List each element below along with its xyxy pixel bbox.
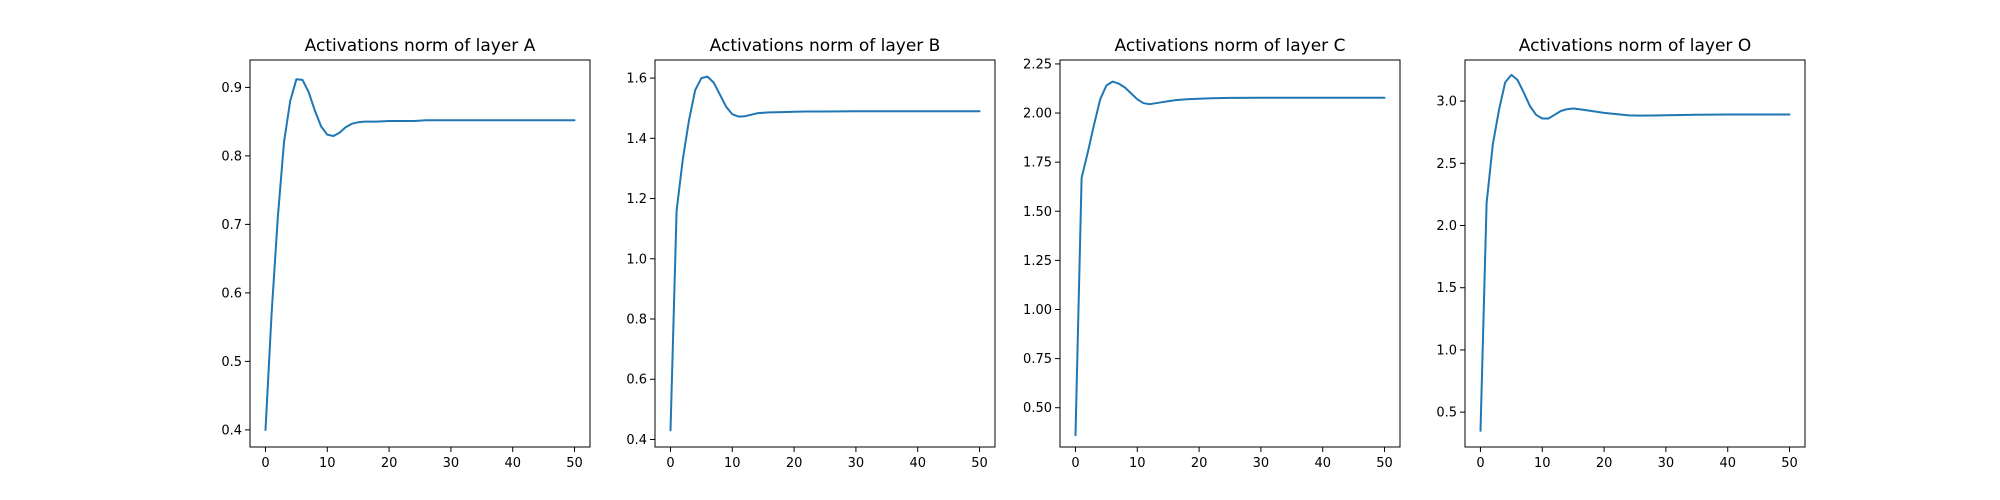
y-tick-label: 1.75 bbox=[1023, 156, 1052, 171]
y-tick-label: 1.0 bbox=[1436, 343, 1457, 358]
y-tick-label: 1.00 bbox=[1023, 303, 1052, 318]
x-tick-label: 40 bbox=[1719, 456, 1736, 471]
x-tick-label: 10 bbox=[319, 456, 336, 471]
x-tick-label: 30 bbox=[848, 456, 865, 471]
y-tick-label: 0.8 bbox=[626, 313, 647, 328]
y-tick-label: 1.5 bbox=[1436, 281, 1457, 296]
y-tick-label: 0.8 bbox=[221, 149, 242, 164]
y-tick-label: 0.6 bbox=[626, 373, 647, 388]
y-tick-label: 1.0 bbox=[626, 252, 647, 267]
y-tick-label: 0.6 bbox=[221, 286, 242, 301]
series-line bbox=[264, 78, 576, 431]
subplot-3: Activations norm of layer C 0 10 20 30 40 50 0.… bbox=[1023, 36, 1401, 471]
y-tick-label: 2.25 bbox=[1023, 57, 1052, 72]
x-tick-label: 20 bbox=[1596, 456, 1613, 471]
x-tick-label: 40 bbox=[504, 456, 521, 471]
subplot-4: Activations norm of layer O 0 10 20 30 40 50 0.… bbox=[1436, 36, 1806, 471]
y-tick-label: 1.6 bbox=[626, 72, 647, 87]
x-tick-label: 10 bbox=[724, 456, 741, 471]
y-tick-label: 0.7 bbox=[221, 218, 242, 233]
x-tick-label: 30 bbox=[443, 456, 460, 471]
y-tick-label: 3.0 bbox=[1436, 95, 1457, 110]
x-tick-label: 30 bbox=[1658, 456, 1675, 471]
x-tick-label: 50 bbox=[971, 456, 988, 471]
x-tick-label: 20 bbox=[786, 456, 803, 471]
chart-title: Activations norm of layer O bbox=[1519, 36, 1751, 56]
y-tick-label: 0.4 bbox=[626, 433, 647, 448]
x-tick-label: 10 bbox=[1534, 456, 1551, 471]
x-tick-label: 0 bbox=[261, 456, 269, 471]
x-tick-label: 30 bbox=[1253, 456, 1270, 471]
series-line bbox=[1074, 80, 1386, 437]
x-tick-label: 50 bbox=[1376, 456, 1393, 471]
y-tick-label: 0.4 bbox=[221, 423, 242, 438]
y-tick-label: 0.9 bbox=[221, 81, 242, 96]
y-tick-label: 2.0 bbox=[1436, 219, 1457, 234]
x-tick-label: 0 bbox=[666, 456, 674, 471]
y-tick-label: 2.00 bbox=[1023, 107, 1052, 122]
y-tick-label: 1.2 bbox=[626, 192, 647, 207]
x-tick-label: 0 bbox=[1476, 456, 1484, 471]
x-tick-label: 40 bbox=[1314, 456, 1331, 471]
series-line bbox=[669, 75, 981, 432]
x-tick-label: 50 bbox=[566, 456, 583, 471]
x-tick-label: 20 bbox=[381, 456, 398, 471]
y-tick-label: 1.25 bbox=[1023, 254, 1052, 269]
x-tick-label: 40 bbox=[909, 456, 926, 471]
axes-frame bbox=[1059, 59, 1401, 448]
chart-title: Activations norm of layer C bbox=[1115, 36, 1346, 56]
subplot-2: Activations norm of layer B 0 10 20 30 40 50 0.… bbox=[626, 36, 996, 471]
y-tick-label: 0.5 bbox=[221, 355, 242, 370]
x-tick-label: 50 bbox=[1781, 456, 1798, 471]
chart-title: Activations norm of layer B bbox=[710, 36, 941, 56]
y-tick-label: 2.5 bbox=[1436, 157, 1457, 172]
chart-title: Activations norm of layer A bbox=[305, 36, 536, 56]
axes-frame bbox=[249, 59, 591, 448]
y-tick-label: 0.50 bbox=[1023, 401, 1052, 416]
y-tick-label: 0.75 bbox=[1023, 352, 1052, 367]
x-tick-label: 0 bbox=[1071, 456, 1079, 471]
axes-frame bbox=[1464, 59, 1806, 448]
y-tick-label: 0.5 bbox=[1436, 406, 1457, 421]
axes-frame bbox=[654, 59, 996, 448]
y-tick-label: 1.4 bbox=[626, 132, 647, 147]
x-tick-label: 10 bbox=[1129, 456, 1146, 471]
series-line bbox=[1479, 73, 1791, 432]
x-tick-label: 20 bbox=[1191, 456, 1208, 471]
subplot-1: Activations norm of layer A 0 10 20 30 40 50 0.… bbox=[221, 36, 591, 471]
y-tick-label: 1.50 bbox=[1023, 205, 1052, 220]
